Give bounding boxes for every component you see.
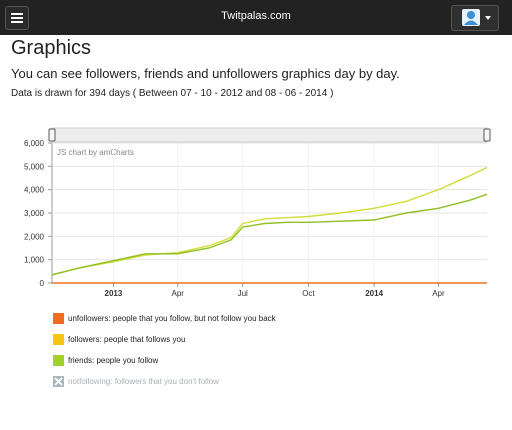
page-subtitle: You can see followers, friends and unfol…: [11, 66, 400, 81]
hamburger-menu-icon: [11, 17, 23, 19]
hamburger-menu-icon: [11, 13, 23, 15]
legend-label: friends: people you follow: [68, 356, 159, 365]
y-tick-label: 0: [40, 279, 45, 288]
y-tick-label: 4,000: [24, 186, 45, 195]
chart-scrollbar[interactable]: [51, 127, 488, 143]
chart-credit: JS chart by amCharts: [57, 148, 134, 157]
x-tick-label: Jul: [238, 289, 248, 298]
x-tick-label: 2014: [365, 289, 383, 298]
x-tick-label: Oct: [302, 289, 315, 298]
legend-label: unfollowers: people that you follow, but…: [68, 314, 276, 323]
x-tick-label: Apr: [432, 289, 445, 298]
disabled-x-icon: [53, 376, 64, 387]
caret-down-icon: [485, 16, 491, 20]
series-line-followers: [51, 166, 488, 276]
scrollbar-right-handle[interactable]: [483, 128, 491, 142]
page-title: Graphics: [11, 37, 92, 59]
legend-label: followers: people that follows you: [68, 335, 186, 344]
legend-swatch: [53, 334, 64, 345]
x-tick-label: Apr: [171, 289, 184, 298]
y-tick-label: 2,000: [24, 232, 45, 241]
x-tick-label: 2013: [105, 289, 123, 298]
menu-button[interactable]: [5, 6, 29, 30]
followers-chart: 0 1,000 2,000 3,000 4,000 5,000 6,000 JS chart …: [24, 127, 491, 298]
legend-label: notfollowing: followers that you don't f…: [68, 377, 219, 386]
user-menu-button[interactable]: [451, 5, 499, 31]
legend-swatch: [53, 355, 64, 366]
user-avatar-icon: [462, 9, 480, 26]
hamburger-menu-icon: [11, 21, 23, 23]
legend-swatch: [53, 313, 64, 324]
series-line-friends: [51, 193, 488, 276]
scrollbar-left-handle[interactable]: [48, 128, 56, 142]
date-range-note: Data is drawn for 394 days ( Between 07 …: [11, 88, 334, 99]
y-tick-label: 3,000: [24, 209, 45, 218]
site-title[interactable]: Twitpalas.com: [221, 10, 291, 22]
top-navbar: Twitpalas.com: [0, 0, 512, 35]
y-tick-label: 1,000: [24, 256, 45, 265]
y-tick-label: 6,000: [24, 139, 45, 148]
y-tick-label: 5,000: [24, 162, 45, 171]
